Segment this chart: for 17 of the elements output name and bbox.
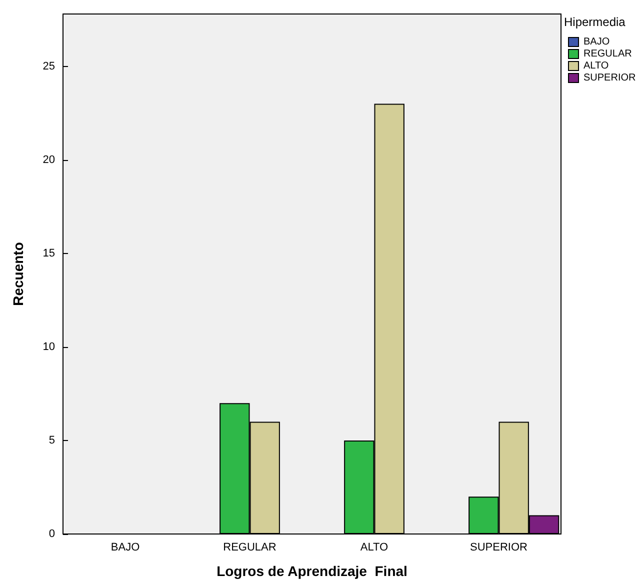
x-tick-label: BAJO	[110, 542, 140, 554]
x-tick-label: SUPERIOR	[470, 542, 528, 554]
legend-label: ALTO	[584, 60, 609, 72]
legend-label: BAJO	[584, 36, 610, 48]
y-tick-label: 15	[42, 247, 55, 260]
legend-label: REGULAR	[584, 48, 632, 60]
y-tick-label: 0	[48, 528, 55, 540]
y-axis-title: Recuento	[10, 242, 26, 306]
x-tick-label: REGULAR	[223, 542, 276, 554]
legend-title: Hipermedia	[564, 15, 626, 29]
y-tick-label: 5	[48, 434, 55, 446]
y-tick-label: 20	[42, 154, 55, 166]
legend-label: SUPERIOR	[584, 72, 636, 84]
x-tick-label: ALTO	[360, 542, 389, 554]
x-axis-title: Logros de Aprendizaje Final	[216, 563, 408, 579]
y-tick-label: 10	[42, 340, 55, 353]
y-tick-label: 25	[42, 60, 55, 72]
